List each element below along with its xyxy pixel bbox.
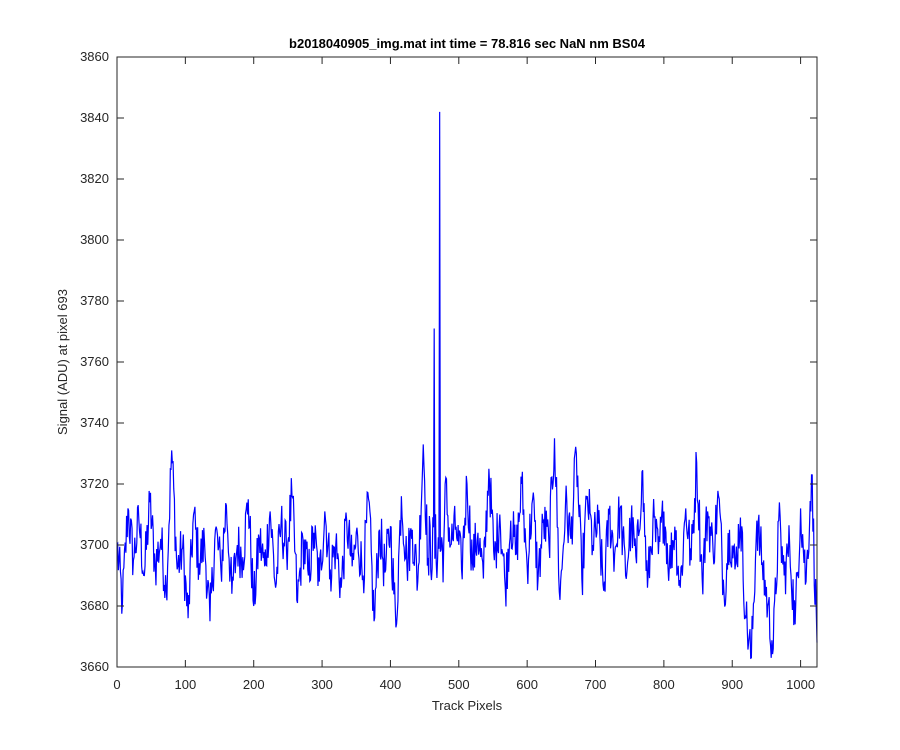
y-tick-label: 3800: [80, 232, 109, 247]
chart-title: b2018040905_img.mat int time = 78.816 se…: [289, 36, 646, 51]
series-group: [116, 111, 818, 660]
y-tick-label: 3820: [80, 171, 109, 186]
axes-box: [116, 56, 818, 668]
x-tick-label: 400: [380, 677, 402, 692]
x-tick-label: 500: [448, 677, 470, 692]
x-tick-label: 600: [516, 677, 538, 692]
x-tick-label: 0: [113, 677, 120, 692]
y-tick-label: 3660: [80, 659, 109, 674]
y-tick-label: 3760: [80, 354, 109, 369]
x-tick-label: 800: [653, 677, 675, 692]
y-tick-label: 3700: [80, 537, 109, 552]
ticks-group: 0 100 200 300 400 500 600 700 800 900 1000 3660 3680…: [80, 49, 817, 692]
x-tick-label: 300: [311, 677, 333, 692]
y-tick-label: 3840: [80, 110, 109, 125]
y-tick-label: 3860: [80, 49, 109, 64]
x-axis-label: Track Pixels: [432, 698, 503, 713]
y-tick-label: 3780: [80, 293, 109, 308]
x-tick-label: 200: [243, 677, 265, 692]
y-tick-label: 3740: [80, 415, 109, 430]
x-tick-label: 900: [721, 677, 743, 692]
x-tick-label: 1000: [786, 677, 815, 692]
y-tick-label: 3680: [80, 598, 109, 613]
y-tick-label: 3720: [80, 476, 109, 491]
x-tick-label: 100: [175, 677, 197, 692]
y-axis-label: Signal (ADU) at pixel 693: [55, 289, 70, 435]
signal-series-line: [116, 111, 818, 660]
x-tick-label: 700: [585, 677, 607, 692]
